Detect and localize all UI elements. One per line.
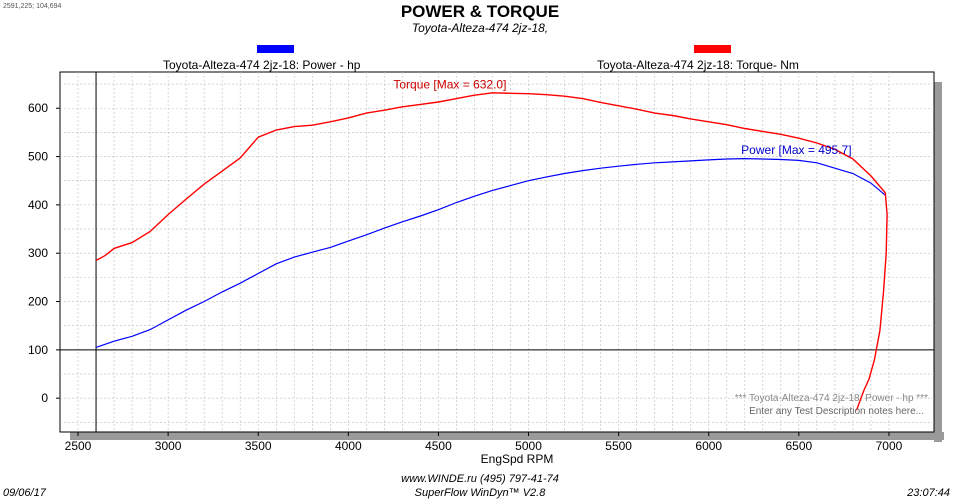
- torque-max-annotation: Torque [Max = 632.0]: [393, 77, 506, 91]
- chart-subtitle: Toyota-Alteza-474 2jz-18,: [411, 21, 549, 35]
- notes-line-2: Enter any Test Description notes here...: [749, 406, 924, 417]
- x-axis-label: EngSpd RPM: [481, 452, 554, 466]
- y-tick-label: 0: [41, 391, 48, 405]
- reference-lines: [60, 72, 934, 432]
- x-tick-label: 4500: [425, 439, 452, 453]
- x-tick-label: 6500: [785, 439, 812, 453]
- footer-date: 09/06/17: [3, 487, 46, 499]
- x-tick-label: 3500: [245, 439, 272, 453]
- x-tick-label: 7000: [876, 439, 903, 453]
- power-max-annotation: Power [Max = 495.7]: [741, 143, 851, 157]
- y-tick-label: 600: [28, 101, 48, 115]
- plot-shadow-right: [934, 82, 942, 442]
- y-axis-ticks: 0 100 200 300 400 500 600: [28, 101, 60, 405]
- x-axis-ticks: 2500 3000 3500 4000 4500 5000 5500 6000 6500 7000: [65, 432, 903, 453]
- y-tick-label: 300: [28, 246, 48, 260]
- legend-power-swatch: [257, 45, 294, 53]
- x-tick-label: 6000: [695, 439, 722, 453]
- legend-torque-label: Toyota-Alteza-474 2jz-18: Torque- Nm: [597, 58, 799, 72]
- y-tick-label: 100: [28, 343, 48, 357]
- chart-title: POWER & TORQUE: [400, 2, 560, 21]
- notes-line-1: *** Toyota-Alteza-474 2jz-18: Power - hp…: [735, 393, 928, 404]
- plot-area: [59, 71, 935, 433]
- x-tick-label: 5000: [515, 439, 542, 453]
- series: [95, 92, 888, 411]
- footer-contact: www.WINDE.ru (495) 797-41-74: [401, 473, 559, 485]
- y-tick-label: 400: [28, 198, 48, 212]
- grid: [60, 72, 934, 432]
- y-tick-label: 200: [28, 295, 48, 309]
- power-series-line: [95, 157, 886, 348]
- x-tick-label: 5500: [605, 439, 632, 453]
- footer-software: SuperFlow WinDyn™ V2.8: [414, 487, 546, 499]
- cursor-coordinates: 2591,225; 104,694: [3, 3, 62, 10]
- legend-torque-swatch: [694, 45, 731, 53]
- plot-shadow: [70, 82, 944, 442]
- y-tick-label: 500: [28, 150, 48, 164]
- x-tick-label: 2500: [65, 439, 92, 453]
- legend-power-label: Toyota-Alteza-474 2jz-18: Power - hp: [163, 58, 361, 72]
- plot-shadow-bottom: [70, 432, 944, 440]
- x-tick-label: 4000: [335, 439, 362, 453]
- x-tick-label: 3000: [155, 439, 182, 453]
- footer-time: 23:07:44: [907, 487, 950, 499]
- torque-series-line: [95, 92, 888, 411]
